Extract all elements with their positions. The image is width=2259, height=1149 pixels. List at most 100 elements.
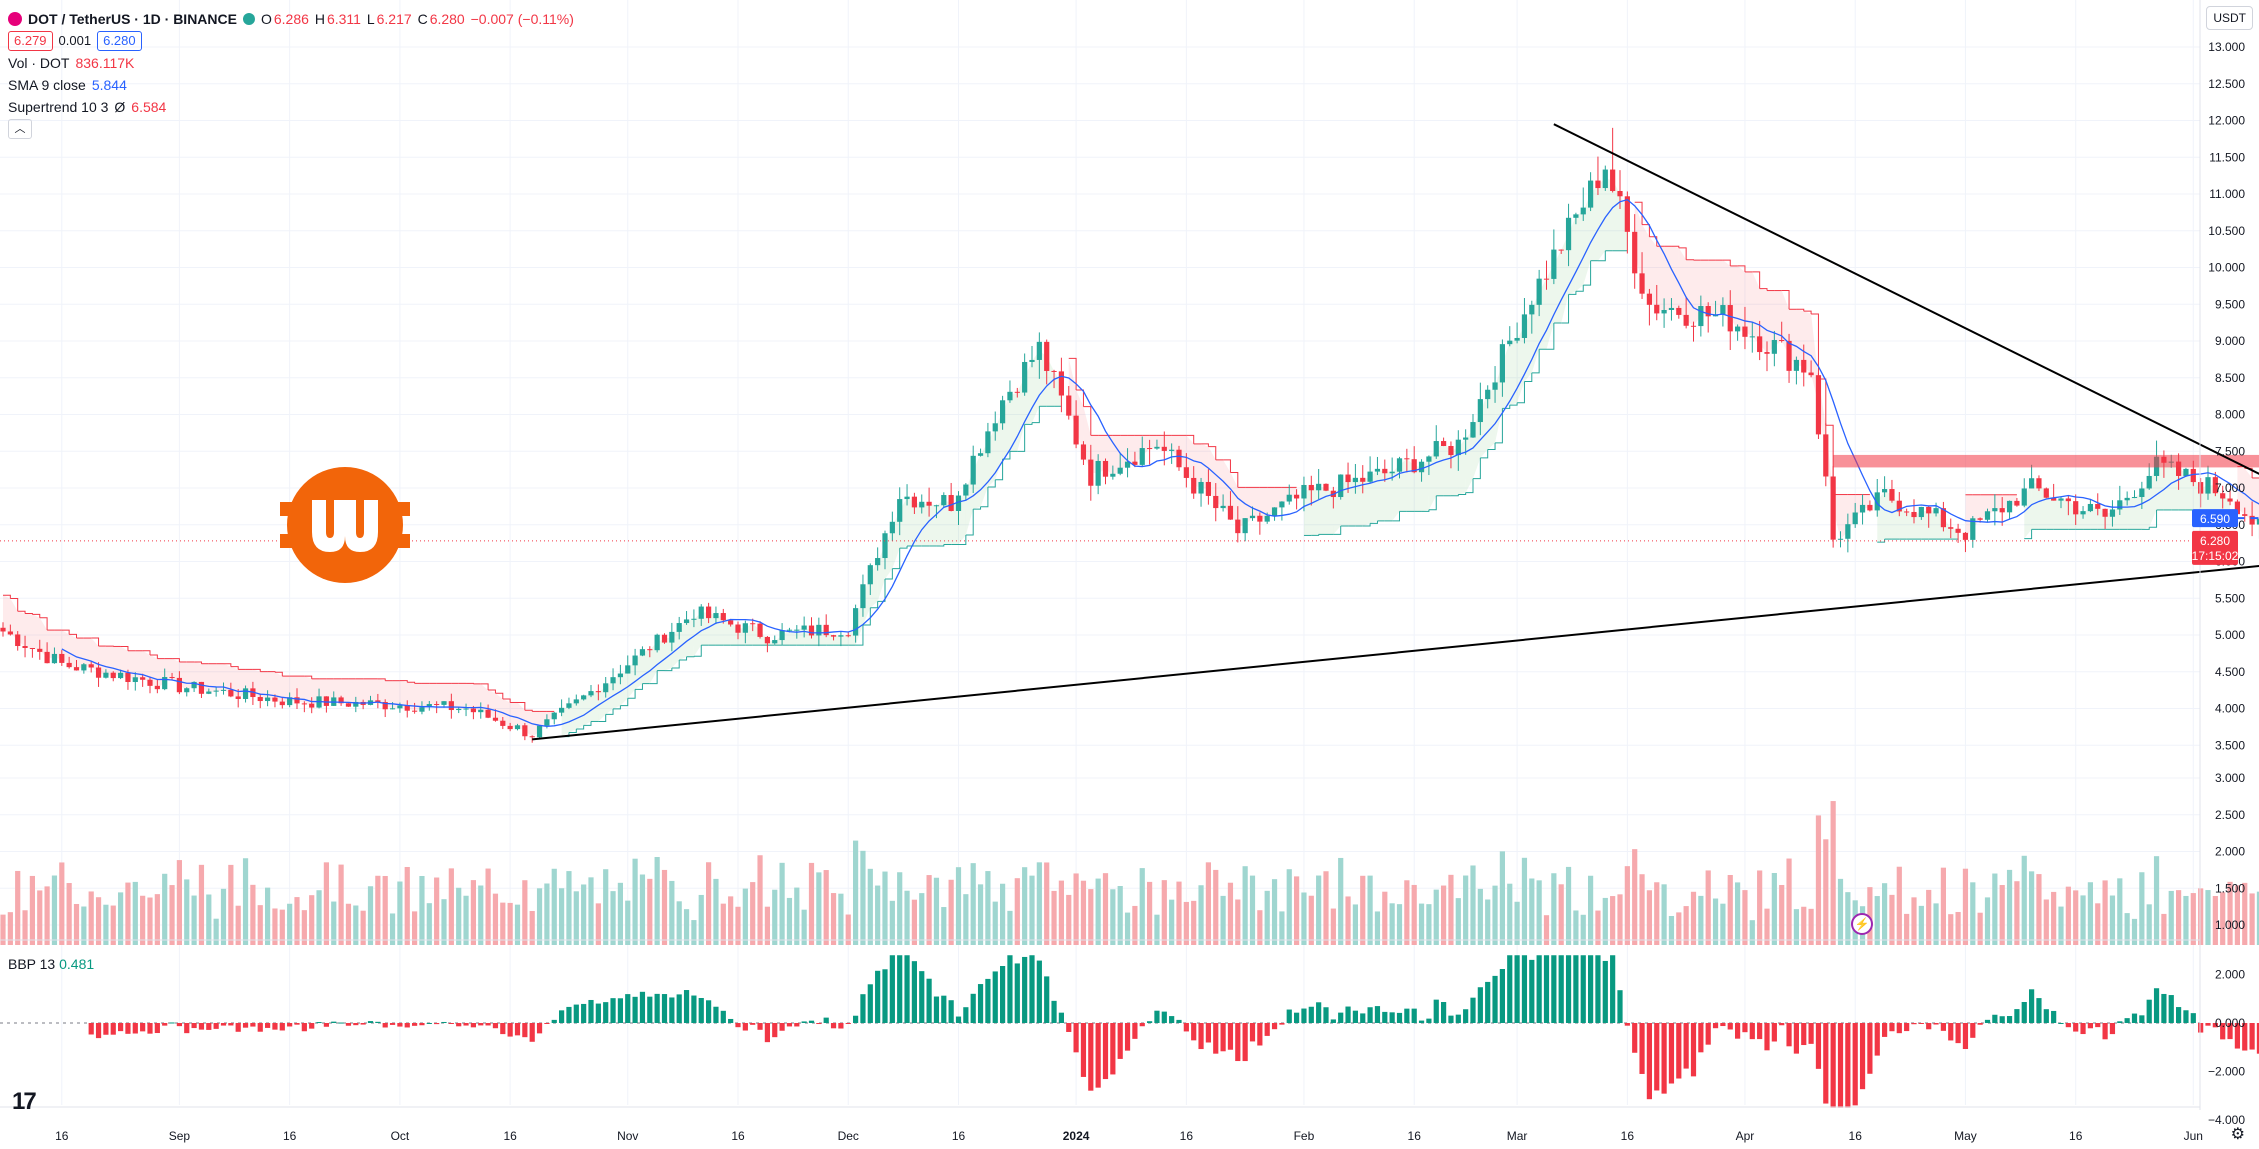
candle-body bbox=[720, 613, 726, 621]
volume-bar bbox=[536, 888, 543, 945]
candle-body bbox=[926, 501, 932, 506]
volume-bar bbox=[412, 911, 418, 945]
candle-body bbox=[1896, 500, 1902, 512]
tradingview-logo-icon[interactable]: 17 bbox=[12, 1088, 37, 1115]
gear-icon[interactable]: ⚙ bbox=[2230, 1126, 2245, 1143]
bbp-bar bbox=[823, 1017, 829, 1023]
candle-body bbox=[412, 710, 418, 712]
volume-bar bbox=[463, 895, 469, 945]
volume-bar bbox=[2080, 895, 2086, 945]
supertrend-fill bbox=[458, 683, 467, 710]
candle-body bbox=[81, 664, 87, 671]
volume-bar bbox=[1169, 899, 1175, 945]
candle-body bbox=[2109, 509, 2116, 517]
sma-label[interactable]: SMA 9 close bbox=[8, 77, 86, 93]
candle-body bbox=[786, 629, 793, 631]
candle-body bbox=[1448, 445, 1454, 456]
bbp-legend[interactable]: BBP 13 0.481 bbox=[8, 956, 94, 972]
bbp-bar bbox=[2249, 1023, 2255, 1050]
bid-price-box[interactable]: 6.279 bbox=[8, 31, 53, 51]
bbp-bar bbox=[125, 1023, 131, 1034]
volume-bar bbox=[1066, 894, 1072, 945]
bbp-bar bbox=[132, 1023, 138, 1034]
supertrend-fill bbox=[355, 678, 364, 705]
chevron-up-icon[interactable]: ︿ bbox=[8, 119, 32, 139]
y-tick-label: 9.000 bbox=[2215, 334, 2245, 348]
supertrend-line bbox=[502, 698, 511, 703]
supertrend-fill bbox=[1237, 487, 1246, 527]
candle-body bbox=[1470, 422, 1476, 438]
candle-body bbox=[397, 705, 403, 709]
volume-bar bbox=[1352, 904, 1358, 945]
bbp-bar bbox=[853, 1015, 859, 1023]
symbol-title[interactable]: DOT / TetherUS · 1D · BINANCE bbox=[28, 11, 237, 27]
supertrend-fill bbox=[1179, 435, 1187, 473]
volume-bar bbox=[1874, 896, 1880, 945]
supertrend-fill bbox=[1774, 290, 1782, 347]
x-tick-label: 16 bbox=[731, 1129, 745, 1143]
currency-button[interactable]: USDT bbox=[2206, 6, 2253, 30]
supertrend-fill bbox=[392, 680, 400, 709]
bbp-bar bbox=[2095, 1023, 2101, 1028]
supertrend-fill bbox=[216, 663, 224, 692]
supertrend-fill bbox=[444, 683, 452, 706]
candle-body bbox=[1668, 307, 1675, 311]
volume-bar bbox=[22, 910, 28, 945]
ask-price-box[interactable]: 6.280 bbox=[97, 31, 142, 51]
candle-body bbox=[338, 697, 344, 704]
volume-bar bbox=[1507, 883, 1513, 945]
candle-body bbox=[1000, 400, 1006, 424]
supertrend-fill bbox=[1597, 178, 1606, 261]
supertrend-line bbox=[649, 670, 658, 685]
y-tick-label: 11.500 bbox=[2209, 150, 2245, 164]
volume-bar bbox=[977, 884, 984, 945]
candle-body bbox=[1316, 483, 1322, 491]
supertrend-fill bbox=[466, 683, 474, 711]
supertrend-line bbox=[1796, 308, 1805, 312]
bbp-bar bbox=[867, 984, 873, 1023]
bbp-bar bbox=[1036, 960, 1042, 1023]
bbp-tick-label: 0.000 bbox=[2215, 1016, 2245, 1030]
x-tick-label: Mar bbox=[1507, 1129, 1528, 1143]
bbp-bar bbox=[478, 1023, 484, 1026]
volume-bar bbox=[1779, 884, 1785, 945]
supertrend-fill bbox=[304, 676, 312, 706]
bbp-bar bbox=[1360, 1013, 1366, 1023]
bbp-bar bbox=[1139, 1023, 1145, 1027]
supertrend-fill bbox=[1392, 465, 1400, 521]
supertrend-fill bbox=[10, 598, 18, 641]
volume-bar bbox=[1455, 898, 1461, 945]
bbp-bar bbox=[434, 1023, 440, 1025]
candle-body bbox=[1014, 391, 1020, 393]
volume-bar bbox=[860, 850, 866, 945]
candle-body bbox=[1198, 481, 1204, 494]
bbp-bar bbox=[1404, 1008, 1410, 1023]
bbp-bar bbox=[955, 1016, 962, 1023]
bbp-bar bbox=[1889, 1023, 1895, 1032]
supertrend-line bbox=[613, 705, 621, 710]
volume-bar bbox=[1411, 884, 1417, 945]
bbp-bar bbox=[397, 1023, 403, 1027]
candle-body bbox=[2087, 503, 2093, 512]
candle-body bbox=[1565, 217, 1572, 251]
candle-body bbox=[948, 495, 954, 511]
bbp-bar bbox=[2051, 1010, 2057, 1023]
lightning-icon[interactable]: ⚡ bbox=[1851, 913, 1873, 935]
supertrend-label[interactable]: Supertrend 10 3 bbox=[8, 99, 109, 115]
bbp-bar bbox=[1433, 999, 1439, 1023]
supertrend-line bbox=[1370, 520, 1378, 524]
volume-bar bbox=[1698, 895, 1704, 945]
supertrend-fill bbox=[297, 676, 305, 704]
candle-body bbox=[977, 453, 984, 456]
candle-body bbox=[1161, 446, 1167, 451]
candle-body bbox=[544, 719, 550, 726]
candle-body bbox=[1970, 518, 1976, 540]
supertrend-fill bbox=[649, 642, 658, 684]
volume-bar bbox=[1845, 892, 1851, 945]
supertrend-line bbox=[995, 459, 1004, 481]
candle-body bbox=[470, 708, 476, 713]
supertrend-line bbox=[987, 479, 996, 488]
volume-label[interactable]: Vol · DOT bbox=[8, 55, 70, 71]
supertrend-line bbox=[32, 613, 41, 618]
